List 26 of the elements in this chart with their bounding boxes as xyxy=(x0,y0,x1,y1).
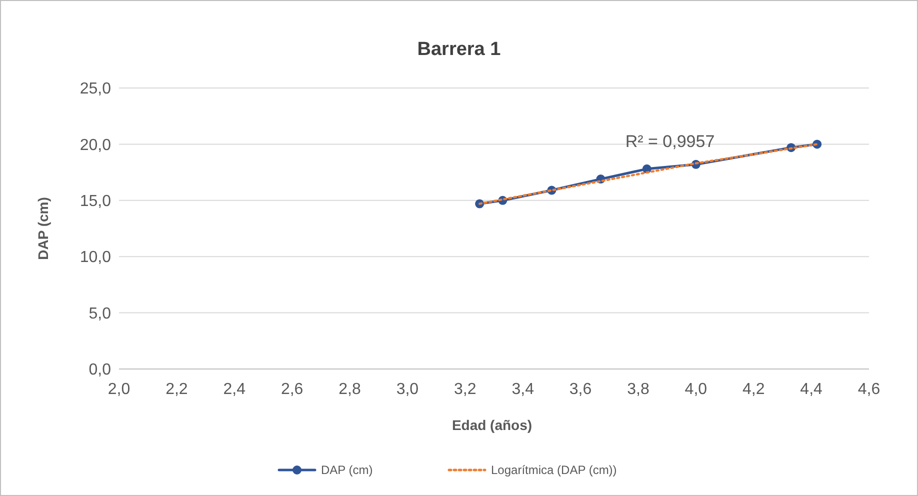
x-tick-label: 4,0 xyxy=(684,381,708,398)
x-tick-label: 2,4 xyxy=(223,381,246,398)
x-tick-label: 2,6 xyxy=(280,381,304,398)
x-tick-label: 4,6 xyxy=(858,381,880,398)
x-tick-label: 3,2 xyxy=(454,381,476,398)
legend-label: Logarítmica (DAP (cm)) xyxy=(491,463,617,478)
annotation: R² = 0,9957 xyxy=(625,132,715,151)
x-tick-label: 2,8 xyxy=(338,381,361,398)
x-axis-title: Edad (años) xyxy=(452,417,532,433)
y-tick-label: 15,0 xyxy=(80,193,112,210)
x-tick-label: 4,2 xyxy=(742,381,765,398)
x-tick-label: 3,4 xyxy=(512,381,534,398)
x-tick-label: 3,8 xyxy=(627,381,650,398)
y-tick-label: 10,0 xyxy=(80,249,112,266)
y-axis-title: DAP (cm) xyxy=(35,197,51,260)
legend-label: DAP (cm) xyxy=(321,463,373,478)
x-tick-label: 3,0 xyxy=(396,381,419,398)
x-tick-label: 2,0 xyxy=(108,381,130,398)
chart-title: Barrera 1 xyxy=(417,39,502,60)
y-tick-label: 0,0 xyxy=(88,362,112,379)
x-tick-label: 2,2 xyxy=(166,381,188,398)
x-tick-label: 4,4 xyxy=(800,381,823,398)
y-tick-label: 25,0 xyxy=(80,80,112,98)
y-tick-label: 20,0 xyxy=(80,136,112,154)
y-tick-label: 5,0 xyxy=(88,305,112,322)
x-tick-label: 3,6 xyxy=(569,381,592,398)
